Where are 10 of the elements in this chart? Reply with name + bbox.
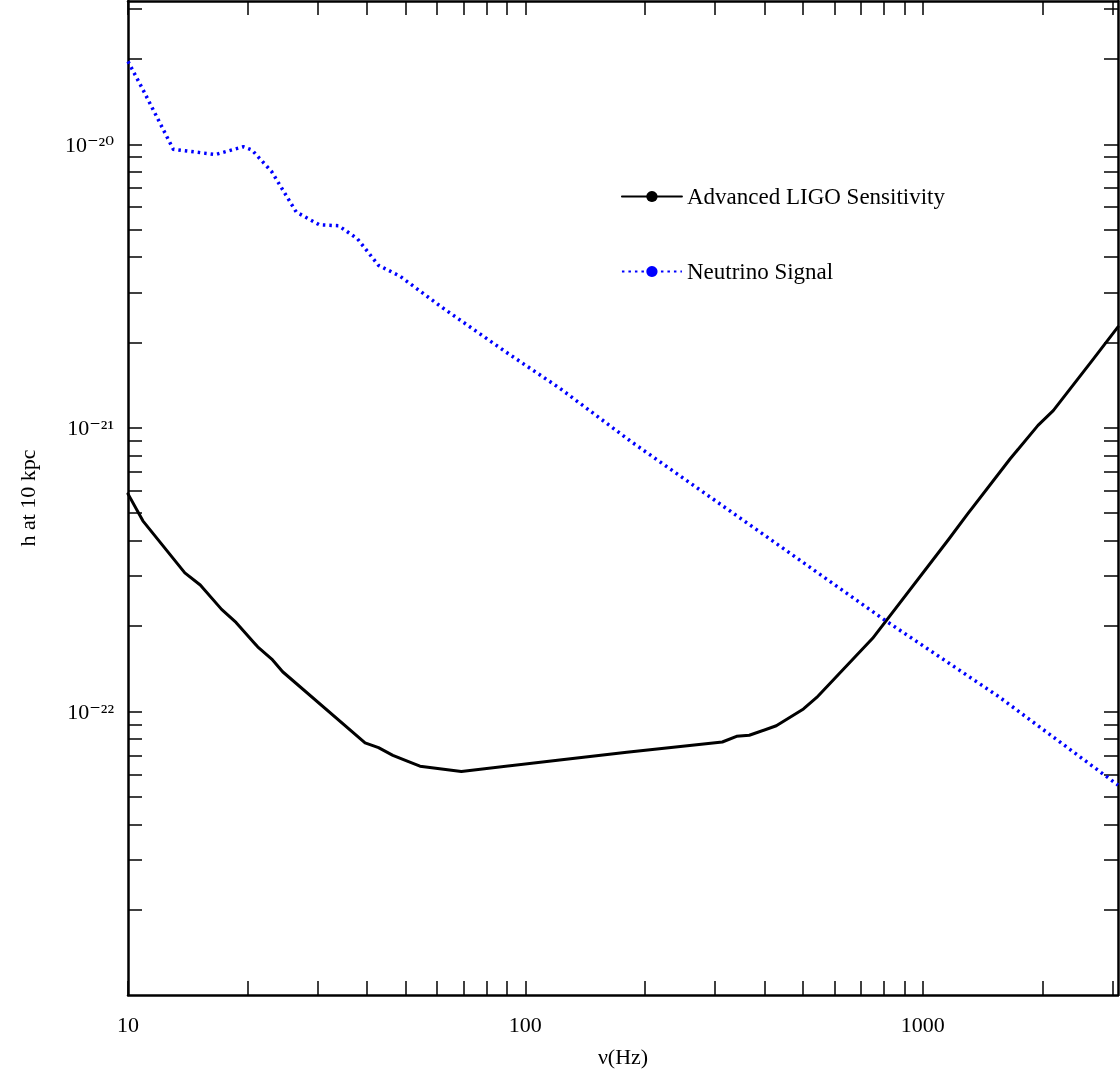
legend-label: Neutrino Signal xyxy=(686,259,834,284)
y-tick-label: 10⁻²¹ xyxy=(67,415,114,441)
y-tick-label: 10⁻²⁰ xyxy=(64,131,115,157)
x-axis-title: ν(Hz) xyxy=(597,1043,649,1069)
legend-label: Advanced LIGO Sensitivity xyxy=(686,184,946,209)
x-tick-label: 1000 xyxy=(900,1011,945,1037)
x-tick-label: 100 xyxy=(508,1011,542,1037)
x-tick-label: 10 xyxy=(117,1011,139,1037)
y-tick-label: 10⁻²² xyxy=(67,698,115,724)
y-axis-title: h at 10 kpc xyxy=(14,449,40,547)
